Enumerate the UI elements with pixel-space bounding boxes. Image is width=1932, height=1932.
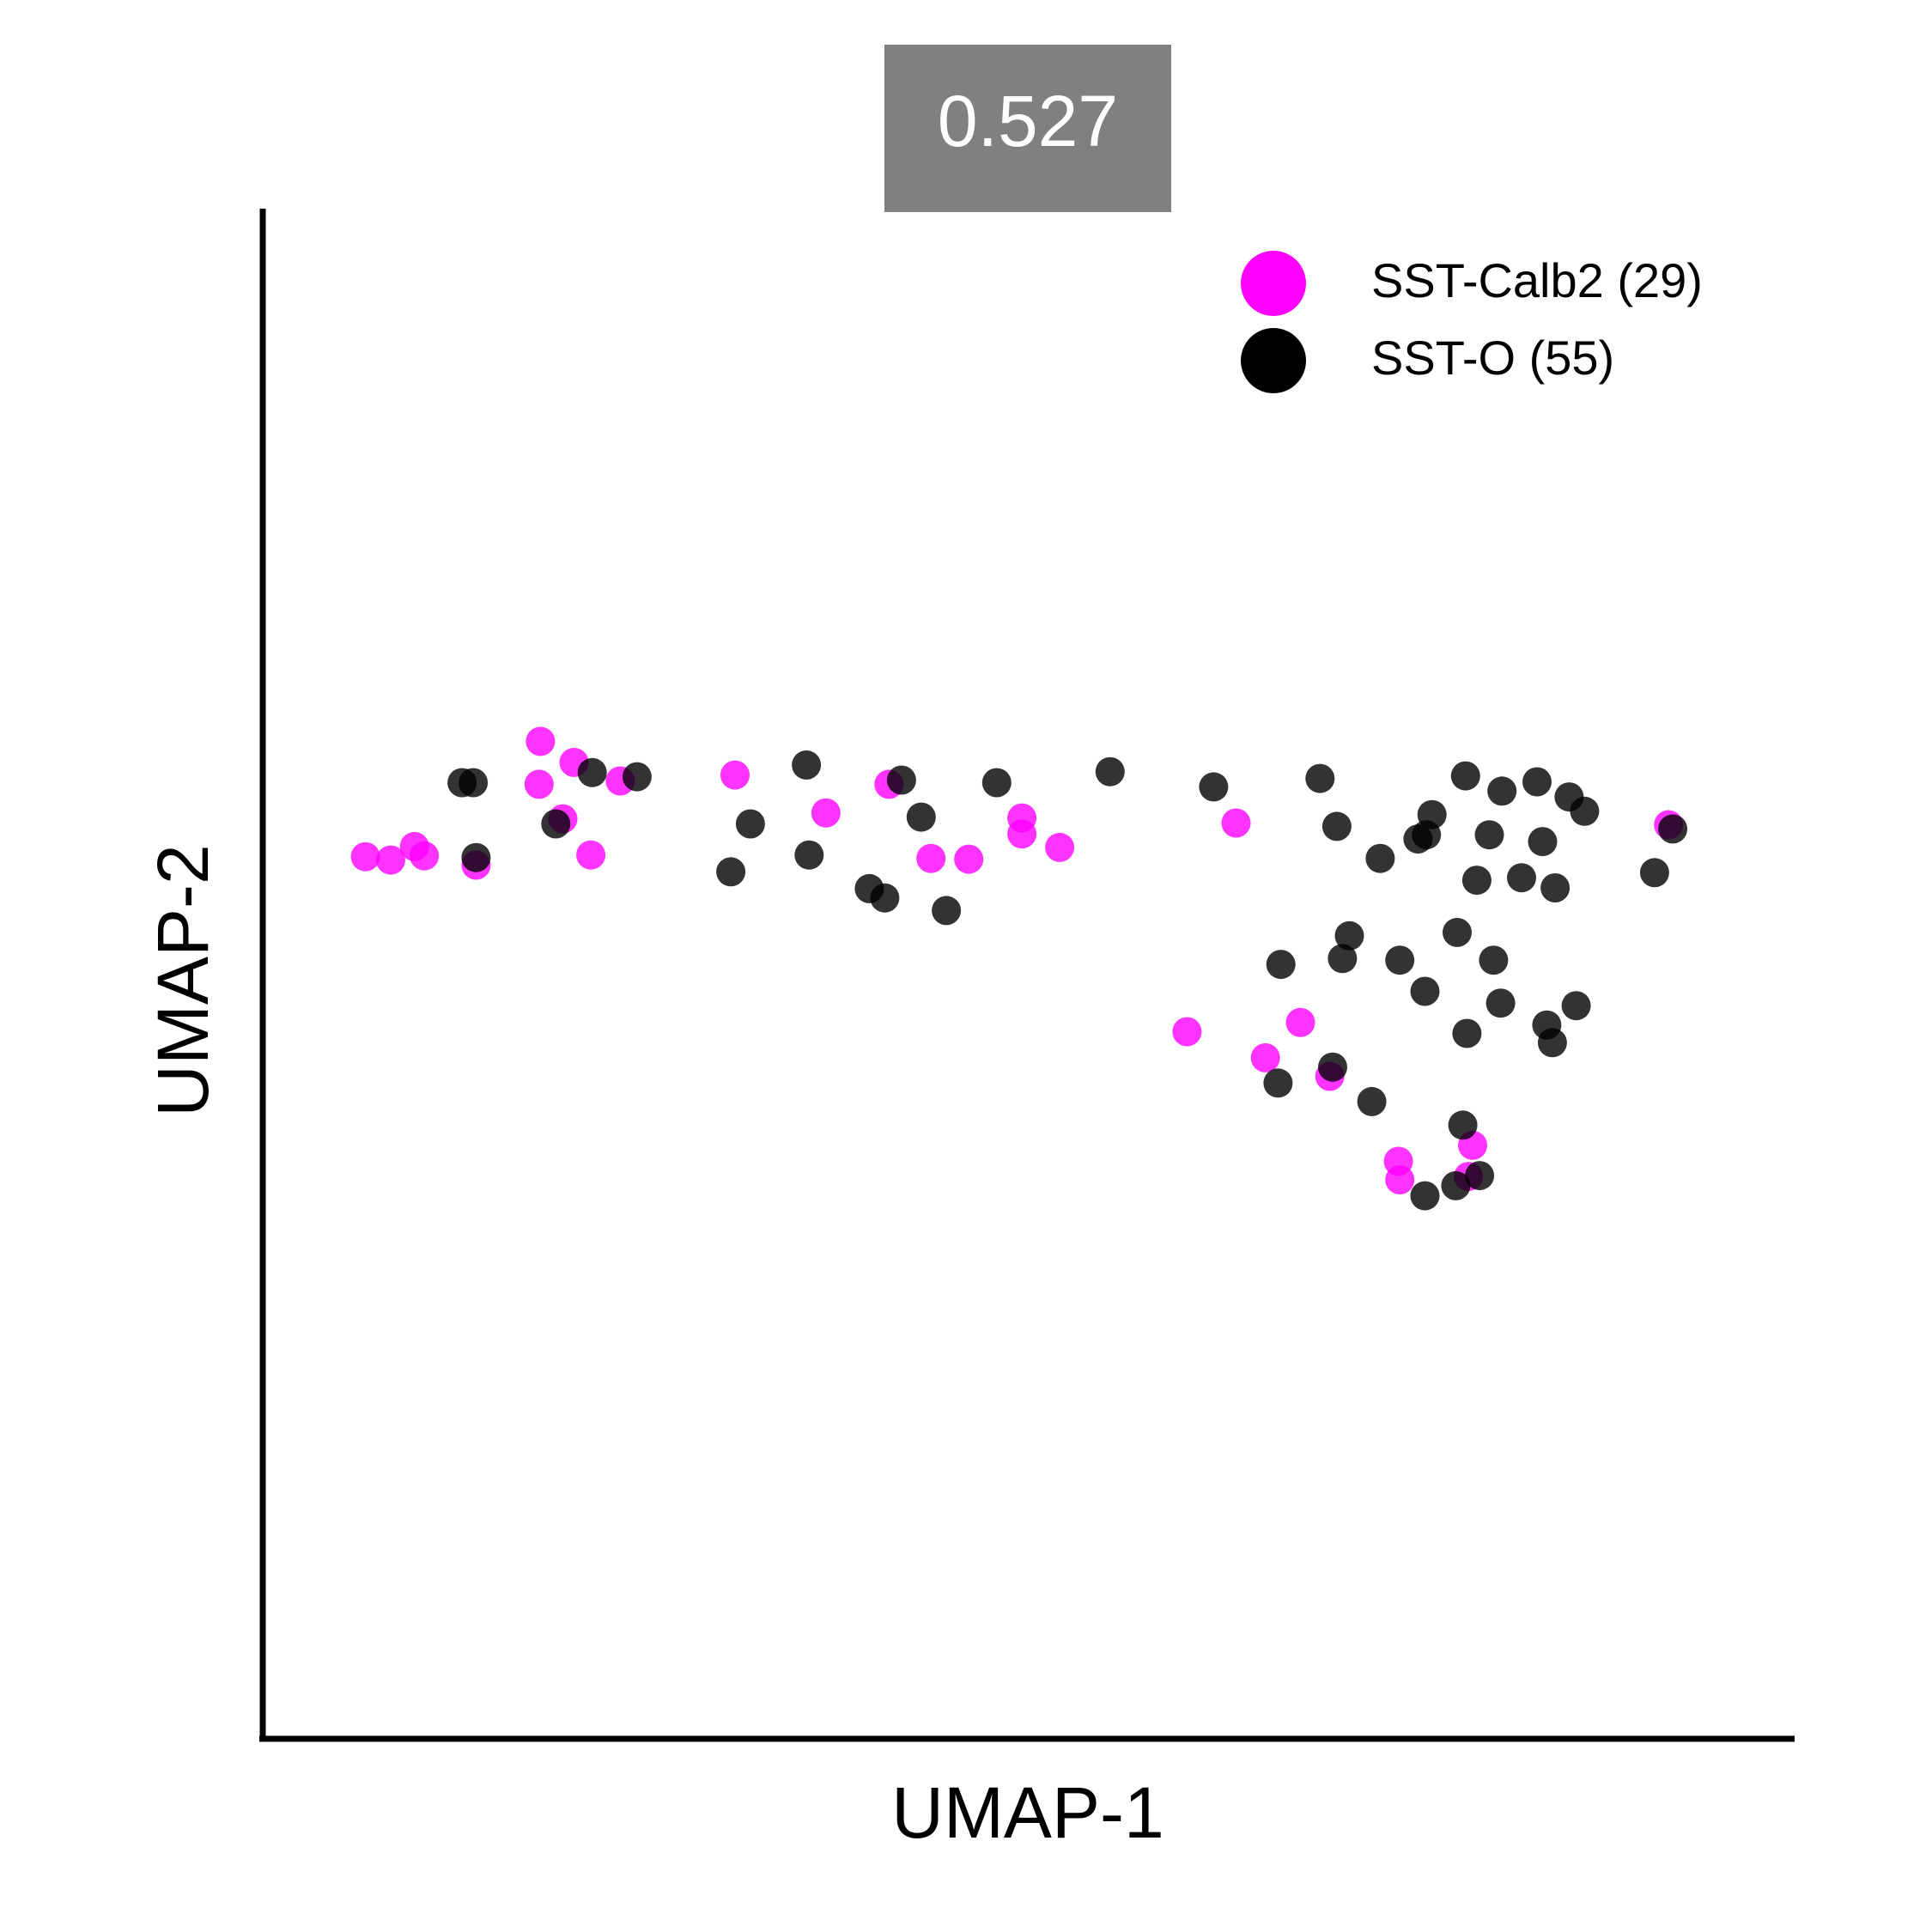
scatter-point-sst-o — [1266, 950, 1296, 980]
scatter-point-sst-o — [461, 842, 491, 872]
x-axis-label: UMAP-1 — [891, 1772, 1163, 1853]
scatter-points — [350, 726, 1688, 1211]
scatter-point-sst-calb2 — [1172, 1017, 1202, 1047]
scatter-point-sst-calb2 — [1007, 819, 1037, 849]
scatter-point-sst-calb2 — [376, 845, 405, 875]
scatter-point-sst-o — [1461, 866, 1492, 896]
scatter-point-sst-o — [577, 757, 607, 787]
scatter-point-sst-o — [1540, 873, 1571, 902]
scatter-point-sst-o — [870, 883, 900, 913]
scatter-point-sst-calb2 — [1385, 1165, 1415, 1194]
scatter-point-sst-o — [1305, 763, 1335, 793]
scatter-point-sst-o — [906, 802, 936, 832]
chart-title: 0.527 — [938, 81, 1118, 161]
scatter-point-sst-o — [1570, 796, 1600, 826]
title-box: 0.527 — [884, 45, 1171, 212]
scatter-point-sst-calb2 — [576, 840, 606, 870]
scatter-point-sst-o — [1485, 988, 1516, 1018]
scatter-point-sst-o — [1474, 820, 1504, 850]
scatter-point-sst-calb2 — [350, 841, 380, 872]
legend-item-sst-calb2: SST-Calb2 (29) — [1241, 251, 1703, 316]
scatter-point-sst-o — [1487, 776, 1517, 806]
scatter-point-sst-o — [794, 840, 824, 870]
scatter-point-sst-o — [1263, 1068, 1293, 1098]
scatter-point-sst-calb2 — [1250, 1042, 1280, 1072]
y-axis-label: UMAP-2 — [143, 844, 223, 1116]
legend-label-sst-o: SST-O (55) — [1371, 331, 1614, 385]
scatter-point-sst-o — [1318, 1052, 1347, 1082]
title-box-background — [884, 45, 1171, 212]
scatter-point-sst-o — [622, 762, 652, 792]
scatter-point-sst-o — [1410, 1181, 1440, 1211]
scatter-point-sst-o — [735, 809, 765, 839]
scatter-point-sst-o — [1479, 945, 1509, 975]
legend: SST-Calb2 (29) SST-O (55) — [1241, 251, 1703, 393]
scatter-point-sst-calb2 — [720, 760, 750, 790]
scatter-point-sst-o — [1334, 920, 1364, 951]
scatter-point-sst-calb2 — [524, 769, 554, 799]
scatter-point-sst-o — [1095, 756, 1125, 787]
scatter-point-sst-o — [1410, 976, 1440, 1006]
scatter-point-sst-o — [1658, 814, 1688, 844]
scatter-point-sst-o — [1327, 944, 1358, 974]
scatter-point-sst-o — [1441, 1170, 1471, 1200]
scatter-point-sst-o — [459, 768, 489, 798]
scatter-point-sst-o — [1321, 811, 1352, 841]
scatter-point-sst-o — [1385, 945, 1415, 975]
scatter-point-sst-o — [1443, 917, 1472, 947]
scatter-point-sst-o — [541, 809, 571, 839]
scatter-point-sst-calb2 — [526, 726, 556, 756]
scatter-point-sst-o — [1528, 827, 1558, 857]
scatter-point-sst-o — [716, 857, 746, 887]
scatter-point-sst-calb2 — [954, 844, 984, 874]
scatter-point-sst-o — [1452, 1018, 1482, 1048]
scatter-point-sst-o — [1450, 761, 1480, 791]
legend-swatch-sst-o — [1241, 328, 1306, 393]
scatter-point-sst-o — [792, 750, 822, 780]
scatter-point-sst-o — [1465, 1161, 1495, 1191]
legend-item-sst-o: SST-O (55) — [1241, 328, 1614, 393]
scatter-point-sst-o — [1537, 1028, 1567, 1058]
scatter-point-sst-calb2 — [1221, 808, 1251, 838]
scatter-point-sst-o — [1639, 858, 1669, 888]
legend-label-sst-calb2: SST-Calb2 (29) — [1371, 253, 1703, 307]
scatter-point-sst-o — [1561, 991, 1591, 1021]
scatter-point-sst-o — [1417, 799, 1447, 829]
scatter-point-sst-o — [981, 768, 1012, 798]
legend-swatch-sst-calb2 — [1241, 251, 1306, 316]
scatter-point-sst-o — [1448, 1110, 1478, 1140]
scatter-point-sst-calb2 — [916, 843, 946, 873]
scatter-point-sst-o — [1357, 1086, 1387, 1116]
scatter-point-sst-o — [1365, 843, 1395, 873]
scatter-point-sst-o — [1199, 772, 1229, 802]
scatter-point-sst-calb2 — [1045, 832, 1075, 862]
scatter-point-sst-calb2 — [811, 798, 841, 828]
scatter-point-sst-calb2 — [399, 831, 429, 861]
scatter-point-sst-o — [932, 896, 962, 926]
scatter-point-sst-o — [1522, 767, 1552, 797]
scatter-point-sst-calb2 — [1285, 1007, 1315, 1037]
scatter-point-sst-o — [886, 765, 916, 795]
scatter-point-sst-o — [1507, 863, 1536, 893]
